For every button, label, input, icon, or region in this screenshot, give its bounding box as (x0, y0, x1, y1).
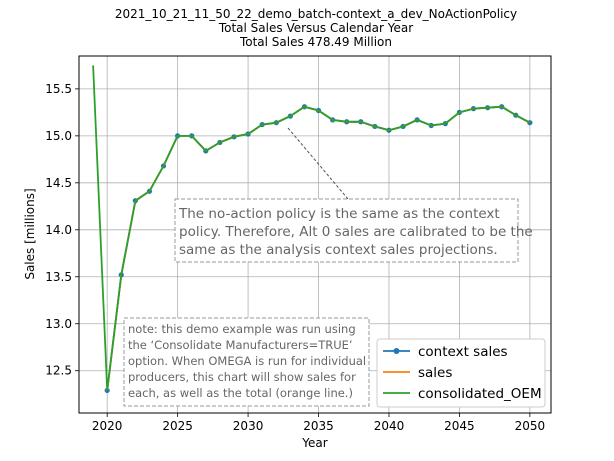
legend-label-context-sales: context sales (418, 344, 508, 360)
x-tick-label: 2040 (374, 419, 405, 433)
legend-box (376, 338, 546, 408)
note-line-4: producers, this chart will show sales fo… (128, 370, 356, 384)
legend-marker-context-sales (393, 348, 400, 354)
legend-label-sales: sales (418, 365, 452, 381)
y-tick-label: 12.5 (45, 364, 72, 378)
plot-frame (78, 55, 552, 414)
note-box (123, 317, 370, 407)
note-line-1: note: this demo example was run using (128, 322, 356, 336)
annotation-line-3: same as the analysis context sales proje… (179, 242, 498, 258)
annotation-line-2: policy. Therefore, Alt 0 sales are calib… (179, 224, 533, 240)
note-line-2: the ‘Consolidate Manufacturers=TRUE’ (128, 338, 353, 352)
y-tick-label: 14.5 (45, 176, 72, 190)
y-tick-label: 13.5 (45, 270, 72, 284)
x-tick-label: 2035 (303, 419, 334, 433)
series-layer (92, 65, 533, 394)
legend: context sales sales consolidated_OEM (376, 338, 546, 408)
y-tick-label: 15.0 (45, 129, 72, 143)
legend-label-consolidated-oem: consolidated_OEM (418, 386, 542, 402)
annotation-line-1: The no-action policy is the same as the … (178, 206, 500, 222)
annotation-note: note: this demo example was run using th… (123, 317, 370, 407)
chart-subtitle: Total Sales Versus Calendar Year (218, 21, 413, 35)
chart-subtitle-total: Total Sales 478.49 Million (239, 35, 392, 49)
annotation-arrow (287, 127, 349, 200)
chart-title: 2021_10_21_11_50_22_demo_batch-context_a… (115, 7, 517, 21)
series-line-consolidated-oem (92, 65, 531, 391)
x-tick-label: 2025 (162, 419, 193, 433)
x-axis-label: Year (301, 436, 327, 450)
x-tick-label: 2045 (444, 419, 475, 433)
y-axis-label: Sales [millions] (23, 188, 37, 279)
y-tick-label: 14.0 (45, 223, 72, 237)
y-tick-label: 13.0 (45, 317, 72, 331)
note-line-3: option. When OMEGA is run for individual (128, 354, 366, 368)
x-tick-label: 2050 (515, 419, 546, 433)
x-tick-label: 2020 (92, 419, 123, 433)
axis-ticks: 2020 2025 2030 2035 2040 2045 2050 12.5 13.0 13.5… (45, 82, 545, 433)
note-line-5: each, as well as the total (orange line.… (128, 386, 353, 400)
annotation-no-action: The no-action policy is the same as the … (174, 127, 533, 263)
y-tick-label: 15.5 (45, 82, 72, 96)
annotation-box (174, 198, 519, 263)
x-tick-label: 2030 (233, 419, 264, 433)
